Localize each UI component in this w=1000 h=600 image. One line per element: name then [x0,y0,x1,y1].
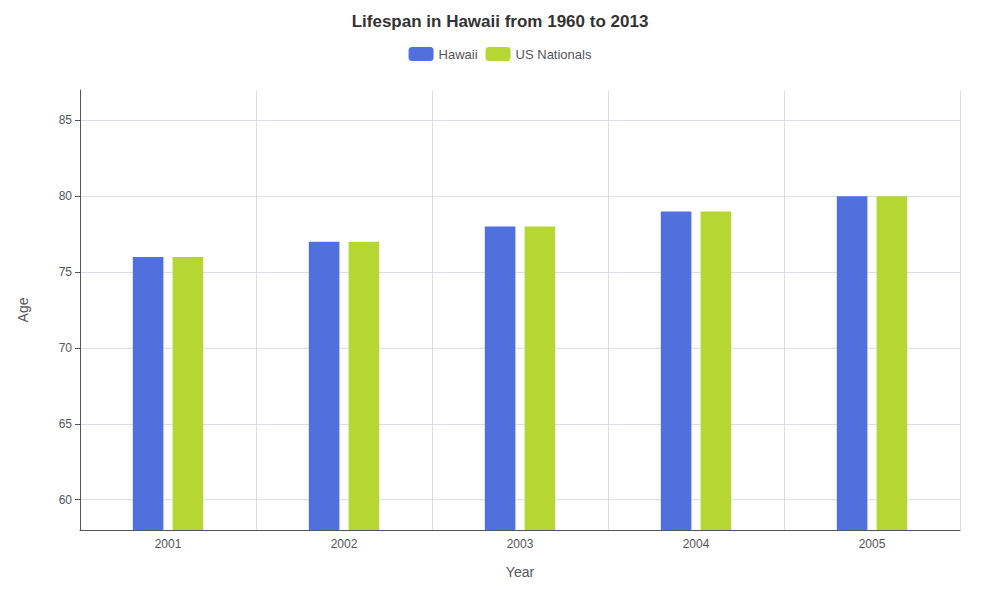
svg-text:Age: Age [15,297,31,322]
svg-text:2005: 2005 [859,537,886,551]
svg-text:75: 75 [59,265,73,279]
svg-text:Hawaii: Hawaii [439,47,478,62]
svg-text:2003: 2003 [507,537,534,551]
svg-text:70: 70 [59,341,73,355]
svg-text:60: 60 [59,493,73,507]
svg-text:80: 80 [59,189,73,203]
svg-text:Year: Year [506,564,535,580]
svg-text:85: 85 [59,113,73,127]
svg-text:2004: 2004 [683,537,710,551]
svg-text:2002: 2002 [331,537,358,551]
svg-text:Lifespan in Hawaii from 1960 t: Lifespan in Hawaii from 1960 to 2013 [352,12,649,31]
svg-text:65: 65 [59,417,73,431]
svg-text:2001: 2001 [155,537,182,551]
svg-text:US Nationals: US Nationals [516,47,592,62]
